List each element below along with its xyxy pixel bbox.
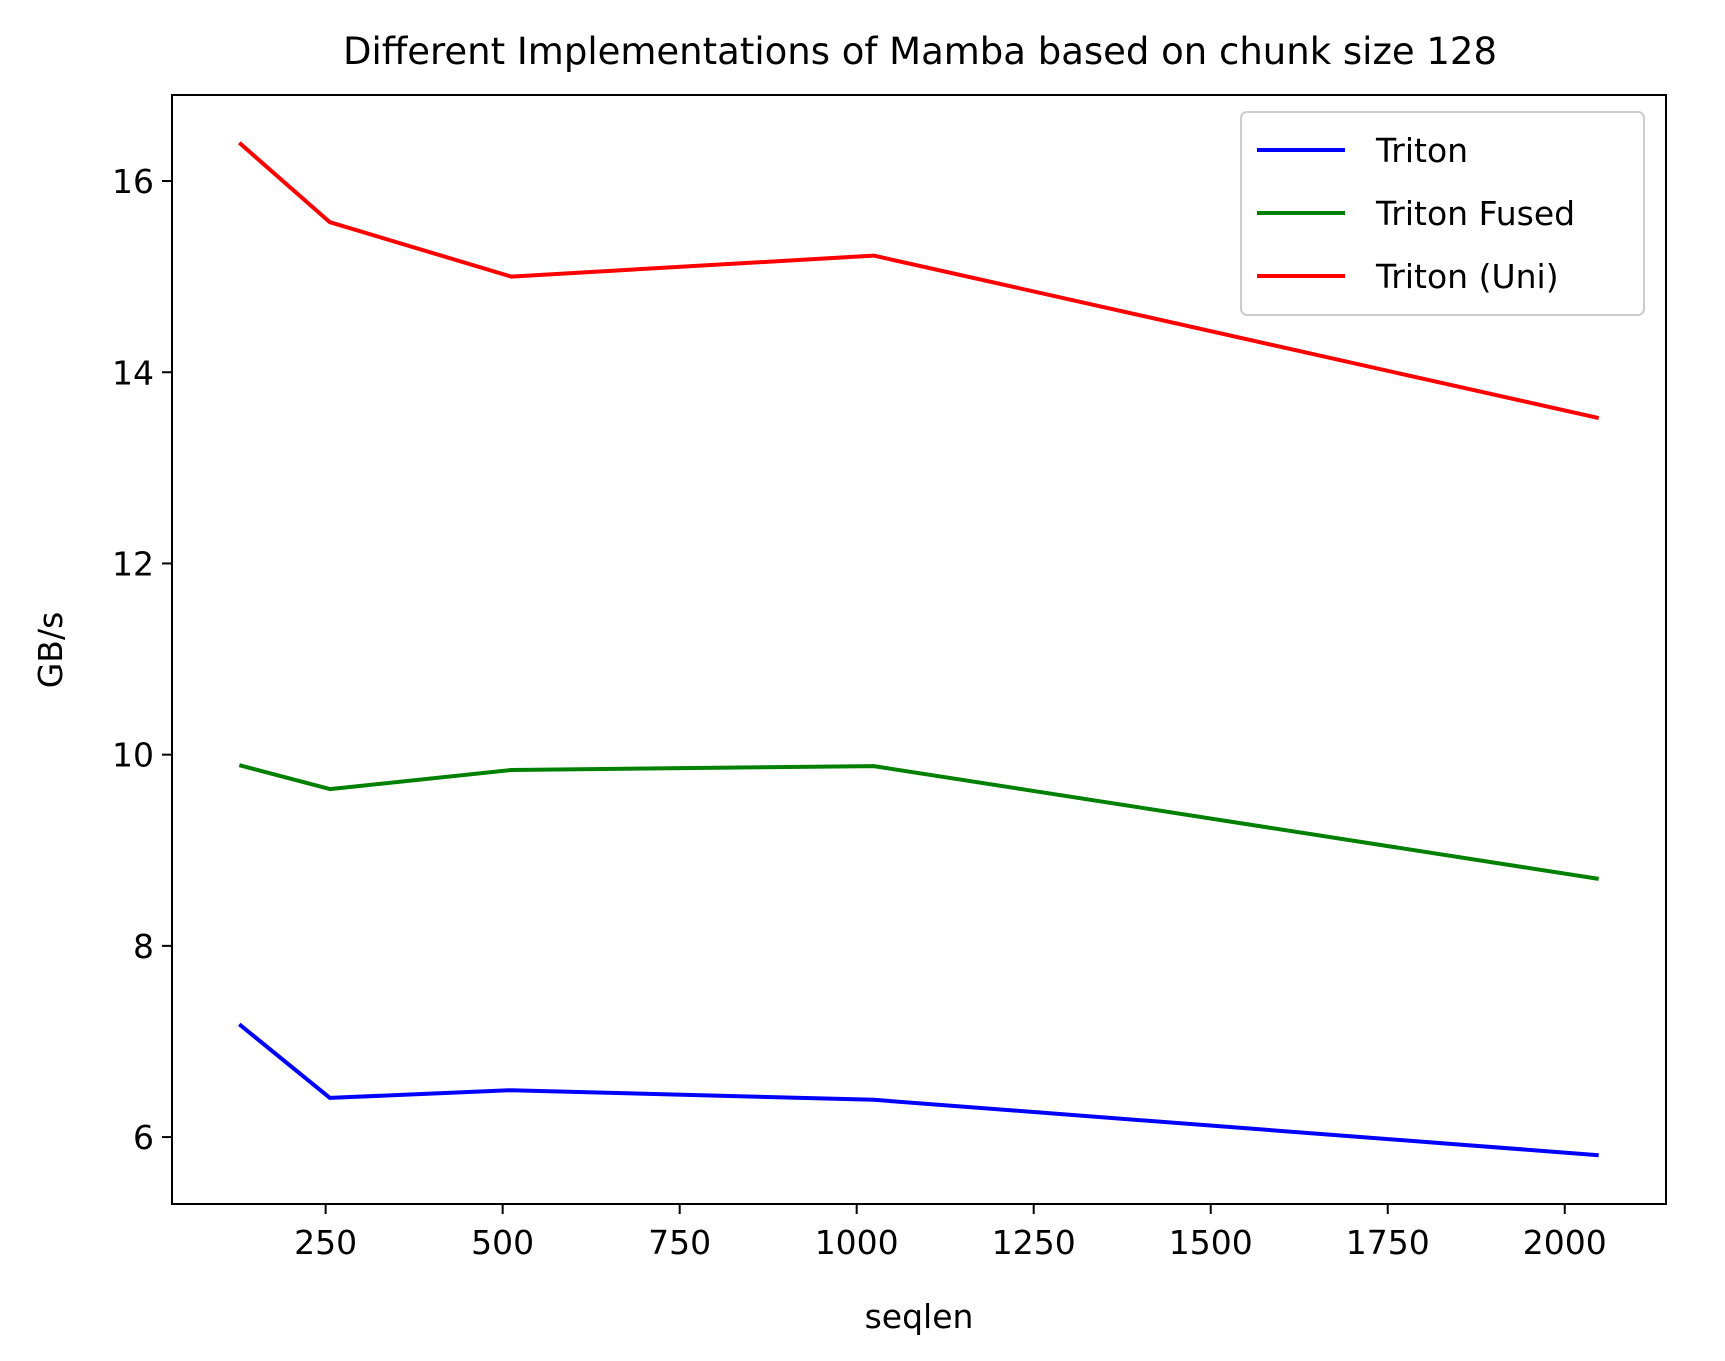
x-tick-label: 1250 <box>992 1223 1076 1262</box>
x-axis: 250 500 750 1000 1250 1500 1750 2000 <box>294 1204 1607 1262</box>
series-line-triton <box>238 1022 1599 1158</box>
x-tick-label: 2000 <box>1523 1223 1607 1262</box>
y-tick-label: 10 <box>112 736 154 775</box>
series-line-triton-fused <box>238 763 1600 881</box>
x-tick-label: 1750 <box>1346 1223 1430 1262</box>
x-tick-label: 1500 <box>1169 1223 1253 1262</box>
x-tick-label: 500 <box>471 1223 534 1262</box>
y-tick-label: 16 <box>112 162 154 201</box>
plot-area-frame <box>171 94 1667 1205</box>
series-lines <box>237 141 1600 1158</box>
x-axis-label: seqlen <box>865 1297 974 1336</box>
legend-label: Triton Fused <box>1375 194 1575 233</box>
legend-label: Triton (Uni) <box>1375 257 1559 296</box>
x-tick-label: 750 <box>648 1223 711 1262</box>
chart-title: Different Implementations of Mamba based… <box>343 30 1497 73</box>
x-tick-label: 1000 <box>815 1223 899 1262</box>
series-line-triton-uni <box>237 141 1600 421</box>
y-tick-label: 8 <box>133 927 154 966</box>
y-tick-label: 14 <box>112 353 154 392</box>
y-tick-label: 12 <box>112 544 154 583</box>
y-axis-label: GB/s <box>31 612 70 689</box>
legend: Triton Triton Fused Triton (Uni) <box>1240 111 1645 316</box>
y-axis: 6 8 10 12 14 16 <box>112 162 172 1157</box>
legend-frame <box>1240 111 1645 316</box>
y-tick-label: 6 <box>133 1118 154 1157</box>
x-tick-label: 250 <box>294 1223 357 1262</box>
legend-label: Triton <box>1375 131 1468 170</box>
